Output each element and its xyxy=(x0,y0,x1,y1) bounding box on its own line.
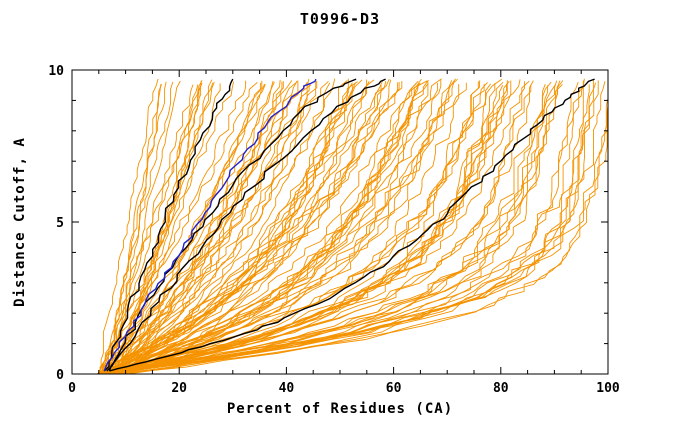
model-curve-orange xyxy=(118,83,439,375)
model-curve-orange xyxy=(107,78,456,375)
model-curve-orange xyxy=(117,80,263,375)
model-curve-orange xyxy=(100,82,203,375)
model-curve-orange xyxy=(101,81,370,375)
x-axis-label: Percent of Residues (CA) xyxy=(226,401,454,417)
model-curve-orange xyxy=(98,80,293,375)
model-curve-orange xyxy=(104,84,546,375)
model-curve-orange xyxy=(99,82,258,374)
model-curve-orange xyxy=(102,81,235,374)
model-curve-orange xyxy=(98,84,353,375)
model-curve-black xyxy=(109,78,595,372)
model-curve-orange xyxy=(108,84,163,374)
model-curve-orange xyxy=(96,81,525,375)
x-tick-label: 80 xyxy=(493,381,509,396)
model-curve-black xyxy=(108,78,386,372)
x-tick-label: 0 xyxy=(68,381,76,396)
model-curve-orange xyxy=(98,80,534,375)
model-curve-orange xyxy=(108,79,363,375)
model-curve-orange xyxy=(104,84,590,375)
model-curve-orange xyxy=(116,84,532,375)
model-curve-orange xyxy=(109,83,429,375)
model-curve-orange xyxy=(96,81,429,375)
model-curve-orange xyxy=(105,84,609,375)
model-curve-orange xyxy=(116,78,503,375)
model-curve-orange xyxy=(107,80,512,375)
model-curve-orange xyxy=(127,80,584,375)
x-tick-label: 60 xyxy=(386,381,402,396)
model-curve-orange xyxy=(105,81,403,375)
model-curve-orange xyxy=(105,82,597,375)
x-tick-label: 20 xyxy=(171,381,187,396)
model-curve-orange xyxy=(117,79,375,375)
model-curve-black xyxy=(106,78,357,372)
model-curve-orange xyxy=(106,81,552,375)
model-curve-orange xyxy=(117,82,261,375)
y-tick-label: 5 xyxy=(56,216,64,231)
x-tick-label: 100 xyxy=(596,381,620,396)
model-curve-orange xyxy=(114,80,387,375)
model-curve-orange xyxy=(102,84,194,374)
model-curve-orange xyxy=(117,80,599,375)
x-tick-label: 40 xyxy=(279,381,295,396)
model-curve-orange xyxy=(117,80,274,375)
model-curve-orange xyxy=(112,81,329,375)
model-curve-orange xyxy=(106,80,453,375)
model-curve-orange xyxy=(102,79,384,375)
model-curve-orange xyxy=(107,80,428,375)
model-curve-orange xyxy=(105,81,504,375)
model-curve-blue xyxy=(103,78,317,372)
model-curve-orange xyxy=(110,80,558,375)
model-curve-orange xyxy=(101,84,556,375)
model-curve-orange xyxy=(115,81,284,375)
model-curve-orange xyxy=(97,78,159,375)
model-curve-orange xyxy=(116,84,609,375)
model-curve-orange xyxy=(114,80,561,375)
y-tick-label: 10 xyxy=(48,64,64,79)
model-curve-orange xyxy=(101,81,317,375)
model-curve-orange xyxy=(116,78,442,375)
model-curve-orange xyxy=(96,82,488,375)
model-curve-orange xyxy=(102,82,399,375)
model-curve-orange xyxy=(101,80,530,375)
model-curve-orange xyxy=(120,80,299,375)
model-curve-orange xyxy=(99,80,508,375)
model-curve-orange xyxy=(108,78,458,375)
model-curve-orange xyxy=(119,82,467,375)
model-curve-orange xyxy=(106,85,549,375)
y-tick-label: 0 xyxy=(56,368,64,383)
orange-model-curves xyxy=(96,78,609,375)
model-curve-orange xyxy=(101,79,392,375)
model-curve-orange xyxy=(107,79,213,375)
model-curve-black xyxy=(103,78,234,372)
chart-title: T0996-D3 xyxy=(299,10,381,28)
model-curve-orange xyxy=(120,79,281,375)
model-curve-orange xyxy=(108,80,247,374)
model-curve-orange xyxy=(96,81,589,375)
model-curve-orange xyxy=(113,84,504,375)
model-curve-orange xyxy=(107,81,298,375)
model-curve-orange xyxy=(109,83,266,375)
